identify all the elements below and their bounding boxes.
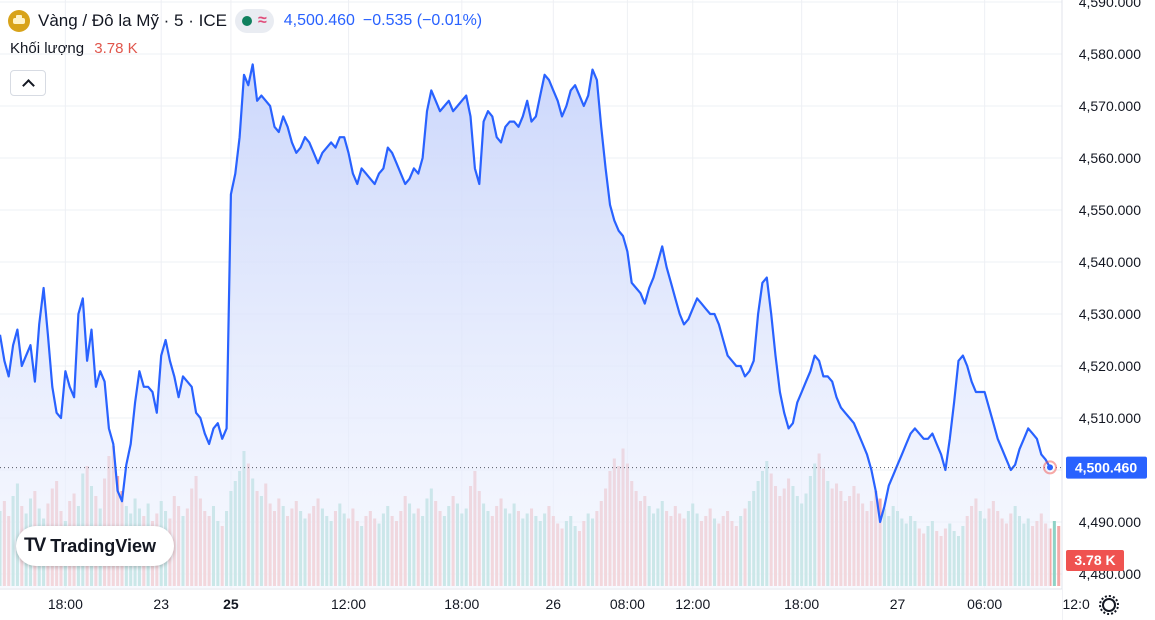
x-tick-label: 25 — [223, 596, 239, 612]
collapse-legend-button[interactable] — [10, 70, 46, 96]
x-tick-label: 06:00 — [967, 596, 1002, 612]
x-tick-label: 12:00 — [331, 596, 366, 612]
price-area-fill — [0, 64, 1050, 588]
volume-tag — [1066, 550, 1124, 571]
x-tick-label: 26 — [546, 596, 562, 612]
x-tick-label: 27 — [890, 596, 906, 612]
last-point-ring — [1043, 460, 1057, 475]
tradingview-wordmark: TradingView — [50, 535, 156, 556]
market-open-dot-icon — [241, 16, 252, 26]
x-tick-label: 23 — [153, 596, 169, 612]
x-tick-label: 12:00 — [675, 596, 710, 612]
price-axis-bg[interactable] — [1062, 0, 1155, 620]
chart-settings-button[interactable] — [1097, 593, 1121, 617]
symbol-legend: Vàng / Đô la Mỹ · 5 · ICE ≈ 4,500.460 −0… — [8, 7, 482, 35]
gear-icon — [1099, 595, 1119, 615]
last-price-tag-label: 4,500.460 — [1075, 460, 1137, 476]
gold-coin-icon — [8, 10, 30, 32]
y-tick-label: 4,520.000 — [1079, 358, 1141, 374]
y-tick-label: 4,580.000 — [1079, 46, 1141, 62]
y-tick-label: 4,560.000 — [1079, 150, 1141, 166]
y-tick-label: 4,530.000 — [1079, 306, 1141, 322]
approx-icon: ≈ — [257, 12, 267, 29]
x-tick-label: 08:00 — [610, 596, 645, 612]
price-area — [0, 63, 1062, 588]
x-tick-label: 12:0 — [1063, 596, 1090, 612]
volume-legend: Khối lượng 3.78 K — [10, 40, 138, 57]
x-tick-label: 18:00 — [444, 596, 479, 612]
legend-change: −0.535 (−0.01%) — [362, 12, 483, 29]
y-tick-label: 4,570.000 — [1079, 98, 1141, 114]
volume-tag-label: 3.78 K — [1074, 552, 1115, 568]
market-status-pill[interactable]: ≈ — [234, 9, 274, 33]
volume-label: Khối lượng — [10, 40, 85, 57]
price-line — [0, 63, 1051, 524]
y-tick-label: 4,590.000 — [1079, 0, 1141, 10]
time-axis-bg[interactable] — [0, 589, 1062, 620]
volume-bar — [1052, 521, 1056, 586]
y-tick-label: 4,490.000 — [1079, 514, 1141, 530]
last-point — [1047, 464, 1053, 471]
legend-last-price: 4,500.460 — [283, 12, 355, 29]
chevron-up-icon — [21, 78, 35, 92]
x-tick-label: 18:00 — [48, 596, 83, 612]
x-tick-label: 18:00 — [784, 596, 819, 612]
last-price-tag — [1066, 456, 1147, 479]
tradingview-logo[interactable]: TV TradingView — [16, 526, 174, 566]
volume-bar — [1057, 526, 1061, 586]
volume-value: 3.78 K — [94, 40, 138, 57]
y-tick-label: 4,540.000 — [1079, 254, 1141, 270]
y-tick-label: 4,510.000 — [1079, 410, 1141, 426]
tradingview-mark-icon: TV — [24, 535, 46, 556]
y-tick-label: 4,550.000 — [1079, 202, 1141, 218]
symbol-title[interactable]: Vàng / Đô la Mỹ · 5 · ICE — [38, 11, 227, 30]
